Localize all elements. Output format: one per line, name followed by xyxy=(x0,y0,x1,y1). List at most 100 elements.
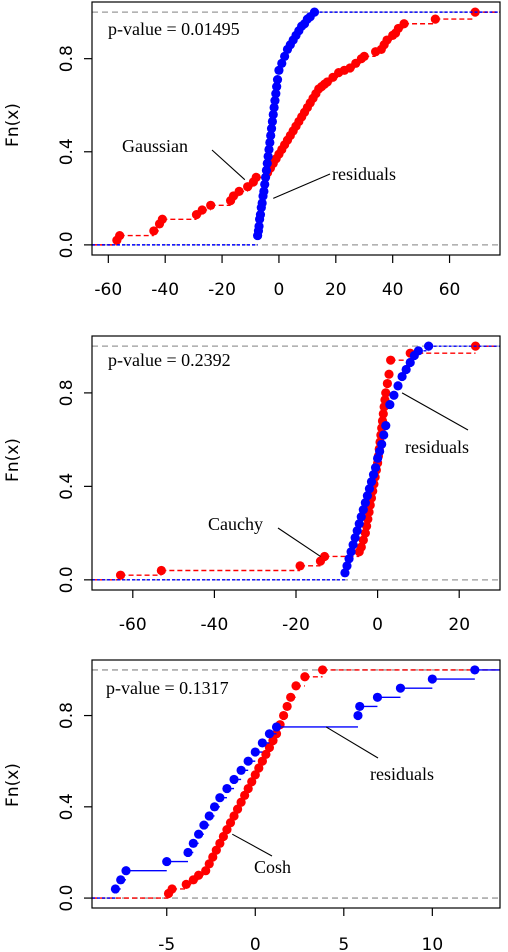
data-point xyxy=(382,378,392,389)
data-point xyxy=(257,756,267,766)
data-point xyxy=(211,845,221,855)
data-point xyxy=(389,390,399,400)
data-point xyxy=(386,355,396,365)
data-point xyxy=(381,421,391,431)
data-point xyxy=(358,535,368,545)
annotation-leader xyxy=(325,726,379,759)
y-tick-label: 0.4 xyxy=(57,138,77,165)
data-point xyxy=(181,879,191,889)
data-point xyxy=(222,783,232,794)
data-point xyxy=(279,710,289,721)
data-point xyxy=(286,692,296,702)
p-value-label: p-value = 0.1317 xyxy=(106,678,229,698)
data-point xyxy=(361,521,372,531)
data-point xyxy=(247,777,257,787)
data-point xyxy=(225,818,236,828)
data-point xyxy=(368,470,379,480)
ecdf-panel-3: -5 0 5 10 0.0 0.4 0.8 Fn(x) p-value = 0.1317 Cosh… xyxy=(3,659,501,952)
x-tick-label: 0 xyxy=(250,935,261,952)
x-tick-label: 10 xyxy=(422,935,444,952)
data-point xyxy=(268,109,278,120)
series-cosh xyxy=(92,665,500,899)
ecdf-panel-2: -60 -40 -20 0 20 0.0 0.4 0.8 Fn(x) p-value = 0.23… xyxy=(3,335,501,635)
data-point xyxy=(272,75,283,85)
data-point xyxy=(259,186,269,196)
data-point xyxy=(427,674,437,684)
data-point xyxy=(424,341,434,351)
data-point xyxy=(401,364,411,375)
series-residuals xyxy=(92,341,500,581)
data-point xyxy=(157,214,167,224)
data-point xyxy=(282,701,292,712)
annotation-leader xyxy=(273,173,331,199)
data-point xyxy=(360,528,370,538)
data-point xyxy=(156,565,166,576)
data-point xyxy=(199,820,209,830)
data-point xyxy=(267,116,277,127)
x-tick-label: 0 xyxy=(274,280,285,300)
data-point xyxy=(356,512,366,522)
data-point xyxy=(358,505,368,515)
data-point xyxy=(110,884,121,894)
data-point xyxy=(405,357,415,368)
data-point xyxy=(268,736,278,746)
data-point xyxy=(194,870,204,880)
annotation-leader xyxy=(211,149,246,181)
data-point xyxy=(243,756,253,766)
y-tick-label: 0.0 xyxy=(57,566,77,593)
data-point xyxy=(362,491,372,501)
data-point xyxy=(359,51,369,61)
data-point xyxy=(350,533,360,543)
x-tick-label: -60 xyxy=(119,615,147,635)
data-point xyxy=(260,172,271,182)
data-point xyxy=(167,884,177,894)
annotation-cauchy: Cauchy xyxy=(208,514,263,534)
x-tick-label: -40 xyxy=(151,280,179,300)
data-point xyxy=(379,430,389,440)
p-value-label: p-value = 0.2392 xyxy=(108,350,231,370)
y-axis-label: Fn(x) xyxy=(3,438,23,482)
data-point xyxy=(375,446,385,456)
data-point xyxy=(229,774,239,785)
data-point xyxy=(234,186,244,196)
data-point xyxy=(393,381,403,391)
series-residuals xyxy=(92,665,500,899)
data-point xyxy=(206,200,216,210)
plot-frame xyxy=(91,1,501,256)
data-point xyxy=(355,701,365,712)
annotation-leader xyxy=(231,833,273,857)
y-axis-label: Fn(x) xyxy=(3,103,23,147)
data-point xyxy=(300,672,310,682)
series-gaussian xyxy=(92,7,500,246)
data-point xyxy=(399,19,409,29)
data-point xyxy=(254,221,264,231)
annotation-residuals: residuals xyxy=(332,164,396,184)
data-point xyxy=(354,519,364,529)
data-point xyxy=(183,847,193,858)
data-point xyxy=(274,65,284,75)
data-point xyxy=(319,551,330,562)
series-residuals xyxy=(92,7,500,246)
data-point xyxy=(261,165,272,175)
data-point xyxy=(342,561,352,571)
data-point xyxy=(346,547,356,557)
data-point xyxy=(348,540,358,550)
data-point xyxy=(372,692,383,702)
ecdf-panel-1: -60 -40 -20 0 20 40 60 0.0 0.4 0.8 Fn(x) p-value = … xyxy=(3,1,501,300)
data-point xyxy=(384,369,394,379)
data-point xyxy=(430,14,440,24)
x-tick-label: -60 xyxy=(94,280,122,300)
data-point xyxy=(385,399,395,410)
data-point xyxy=(271,88,281,99)
data-point xyxy=(356,542,366,552)
data-point xyxy=(251,172,261,182)
data-point xyxy=(270,95,280,106)
data-point xyxy=(194,829,204,839)
data-point xyxy=(378,409,388,419)
data-point xyxy=(204,859,214,869)
data-point xyxy=(266,130,276,141)
x-tick-label: -20 xyxy=(208,280,236,300)
plot-frame xyxy=(91,335,501,591)
data-point xyxy=(360,498,370,508)
data-point xyxy=(277,58,287,68)
